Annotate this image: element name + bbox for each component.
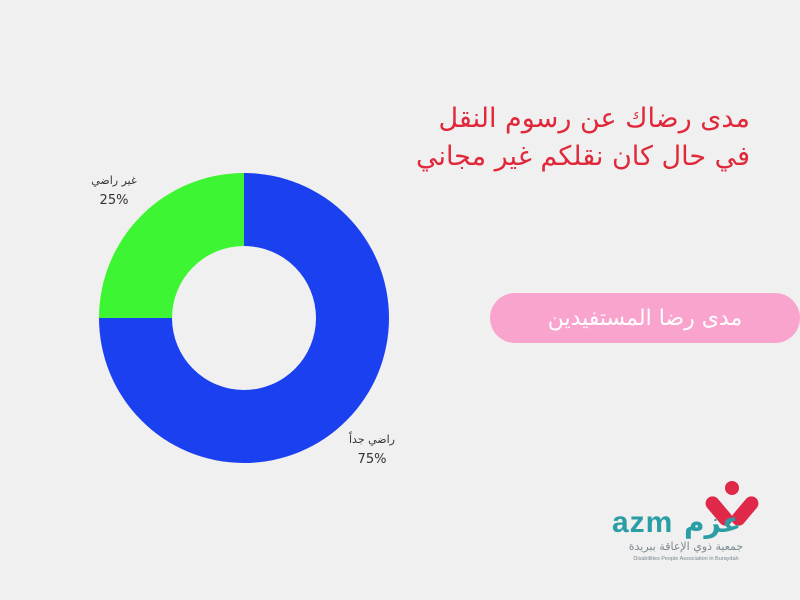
slice-category-label-2: غير راضي (91, 174, 137, 187)
slice-percent-label-1: 75% (358, 452, 387, 467)
title-line-1: مدى رضاك عن رسوم النقل (438, 103, 750, 134)
donut-slice-2 (99, 173, 244, 318)
logo-latin-text: azm (612, 506, 674, 539)
slice-category-label-1: راضي جداً (349, 431, 395, 446)
azm-logo: azm عزم جمعية ذوي الإعاقة ببريدة Disabil… (612, 478, 772, 588)
donut-slice-1 (99, 173, 389, 463)
heart-person-icon (705, 481, 759, 526)
title-line-2: في حال كان نقلكم غير مجاني (415, 141, 750, 172)
chart-title: مدى رضاك عن رسوم النقل في حال كان نقلكم … (330, 100, 750, 176)
slice-percent-label-2: 25% (100, 193, 129, 208)
logo-subtitle-arabic: جمعية ذوي الإعاقة ببريدة (628, 540, 744, 553)
beneficiary-satisfaction-label: مدى رضا المستفيدين (490, 293, 800, 343)
logo-subtitle-english: Disabilities People Association in Buray… (633, 556, 739, 562)
logo-arabic-text: عزم (684, 506, 742, 539)
